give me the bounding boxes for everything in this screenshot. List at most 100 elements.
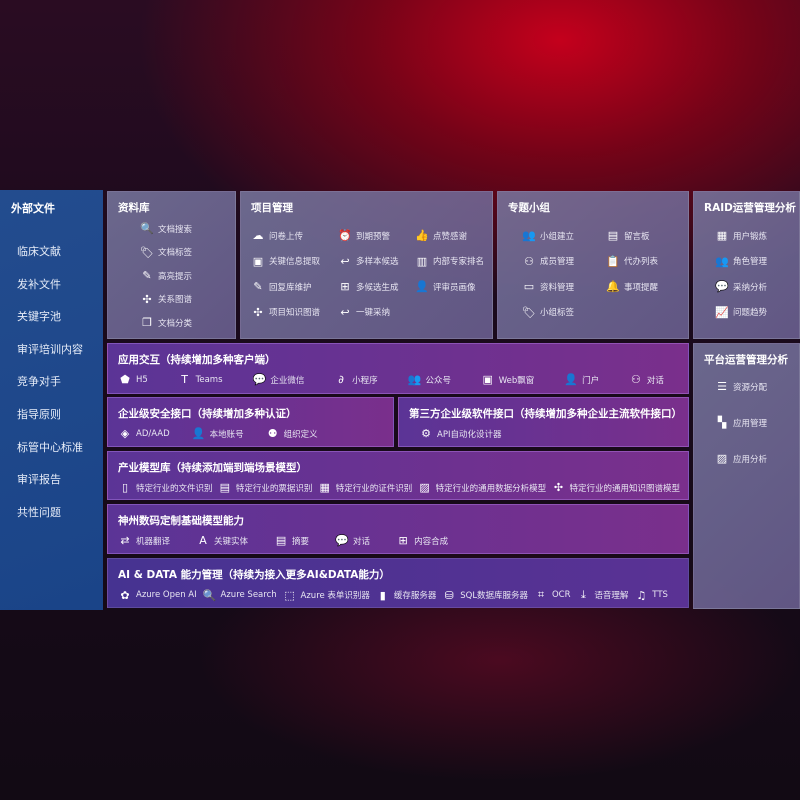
raid-item-label: 用户锻炼 xyxy=(733,231,768,242)
security-panel: 企业级安全接口（持续增加多种认证） ◈ AD/AAD 👤 本地账号 ⚉ 组织定义 xyxy=(107,397,394,447)
group-item[interactable]: 📋 代办列表 xyxy=(606,255,686,268)
ai-item-label: Azure 表单识别器 xyxy=(300,591,370,601)
app-item[interactable]: ∂ 小程序 xyxy=(334,373,377,386)
project-item[interactable]: 👤 评审员画像 xyxy=(415,280,495,293)
ranking-icon: ▥ xyxy=(416,254,428,268)
project-item[interactable]: ✣ 项目知识图谱 xyxy=(251,306,338,319)
group-item[interactable]: 👥 小组建立 xyxy=(522,229,606,242)
industry-item[interactable]: ▨ 特定行业的通用数据分析模型 xyxy=(418,481,546,494)
raid-item[interactable]: 💬 采纳分析 xyxy=(715,280,767,293)
chat-icon: 💬 xyxy=(335,534,349,547)
app-item[interactable]: 💬 企业微信 xyxy=(252,373,304,386)
project-item[interactable]: ☁ 问卷上传 xyxy=(251,229,338,242)
sidebar-item[interactable]: 标管中心标准 xyxy=(17,440,83,454)
base-item[interactable]: A 关键实体 xyxy=(196,534,248,547)
sidebar-item[interactable]: 共性问题 xyxy=(17,505,61,519)
project-item[interactable]: ⊞ 多候选生成 xyxy=(338,280,415,293)
window-icon: ▣ xyxy=(482,373,493,386)
library-item[interactable]: ❐ 文档分类 xyxy=(140,316,192,329)
users-icon: 👥 xyxy=(715,254,729,268)
raid-item-label: 采纳分析 xyxy=(733,282,768,293)
ai-item[interactable]: 🔍 Azure Search xyxy=(203,588,277,602)
app-item[interactable]: 👥 公众号 xyxy=(407,373,451,386)
base-item[interactable]: 💬 对话 xyxy=(335,534,370,547)
project-item[interactable]: ↩ 一键采纳 xyxy=(338,306,415,319)
local-account-icon: 👤 xyxy=(191,427,206,440)
ocr-icon: ⌗ xyxy=(537,588,545,601)
industry-item-label: 特定行业的票据识别 xyxy=(235,483,313,494)
users-icon: 👥 xyxy=(407,373,422,386)
project-item[interactable]: ⏰ 到期预警 xyxy=(338,229,415,242)
cache-icon: ▮ xyxy=(379,588,386,602)
clipboard-icon: 📋 xyxy=(606,254,620,268)
app-item[interactable]: ⬟ H5 xyxy=(118,373,148,386)
ai-item[interactable]: ⬚ Azure 表单识别器 xyxy=(283,588,370,602)
industry-item[interactable]: ✣ 特定行业的通用知识图谱模型 xyxy=(551,481,680,494)
base-item[interactable]: ⇄ 机器翻译 xyxy=(118,534,170,547)
platform-item[interactable]: ▚ 应用管理 xyxy=(715,416,767,429)
security-item[interactable]: ⚉ 组织定义 xyxy=(266,427,318,440)
project-item-label: 项目知识图谱 xyxy=(269,308,321,318)
group-item[interactable]: ▭ 资料管理 xyxy=(522,280,606,293)
platform-item[interactable]: ▨ 应用分析 xyxy=(715,452,767,465)
sidebar-item[interactable]: 发补文件 xyxy=(17,277,61,291)
thirdparty-item[interactable]: ⚙ API自动化设计器 xyxy=(419,427,501,440)
library-item[interactable]: ✎ 高亮提示 xyxy=(140,269,192,282)
ai-item[interactable]: ▮ 缓存服务器 xyxy=(376,588,437,602)
security-item-label: 组织定义 xyxy=(283,429,318,440)
project-item-label: 问卷上传 xyxy=(269,231,304,242)
project-management-title: 项目管理 xyxy=(251,202,293,214)
ai-item[interactable]: ⛁ SQL数据库服务器 xyxy=(442,588,528,602)
translate-icon: ⇄ xyxy=(120,534,130,547)
industry-item[interactable]: ▯ 特定行业的文件识别 xyxy=(118,481,213,494)
sidebar-item[interactable]: 审评报告 xyxy=(17,473,61,487)
library-item-label: 高亮提示 xyxy=(158,271,193,282)
industry-item-label: 特定行业的证件识别 xyxy=(335,483,413,494)
users-icon: 👥 xyxy=(522,229,536,242)
base-item[interactable]: ▤ 摘要 xyxy=(274,534,309,547)
library-item[interactable]: ✣ 关系图谱 xyxy=(140,293,192,306)
industry-item[interactable]: ▦ 特定行业的证件识别 xyxy=(318,481,413,494)
raid-item[interactable]: 📈 问题趋势 xyxy=(715,306,767,319)
graph-icon: ✣ xyxy=(142,292,152,306)
group-item[interactable]: 🏷 小组标签 xyxy=(522,306,606,319)
project-item[interactable]: ↩ 多样本候选 xyxy=(338,255,415,268)
org-icon: ⚉ xyxy=(267,427,278,440)
library-item[interactable]: 🏷 文档标签 xyxy=(140,246,192,259)
app-item[interactable]: 👤 门户 xyxy=(564,373,599,386)
app-item-label: H5 xyxy=(136,374,148,385)
group-item[interactable]: ⚇ 成员管理 xyxy=(522,255,606,268)
app-item[interactable]: ⚇ 对话 xyxy=(629,373,664,386)
ai-item-label: Azure Open AI xyxy=(136,590,197,600)
group-item[interactable]: 🔔 事项提醒 xyxy=(606,280,686,293)
library-item[interactable]: 🔍 文档搜索 xyxy=(140,222,192,235)
sidebar-item[interactable]: 竞争对手 xyxy=(17,375,61,389)
sidebar-item[interactable]: 审评培训内容 xyxy=(17,342,83,356)
security-item[interactable]: 👤 本地账号 xyxy=(192,427,244,440)
ai-item[interactable]: ♫ TTS xyxy=(634,588,668,602)
industry-item[interactable]: ▤ 特定行业的票据识别 xyxy=(218,481,313,494)
app-item[interactable]: ▣ Web飘窗 xyxy=(481,373,535,386)
ai-item[interactable]: ⤓ 语音理解 xyxy=(576,588,628,602)
ai-item[interactable]: ✿ Azure Open AI xyxy=(118,588,197,602)
project-item[interactable]: ▥ 内部专家排名 xyxy=(415,255,495,268)
group-item[interactable]: ▤ 留言板 xyxy=(606,229,686,242)
project-item[interactable]: 👍 点赞感谢 xyxy=(415,229,495,242)
topic-group-title: 专题小组 xyxy=(508,202,550,214)
tag-icon: 🏷 xyxy=(522,305,536,319)
platform-item[interactable]: ☰ 资源分配 xyxy=(715,380,767,393)
sidebar-item[interactable]: 指导原则 xyxy=(17,407,61,421)
base-item[interactable]: ⊞ 内容合成 xyxy=(396,534,448,547)
ai-item[interactable]: ⌗ OCR xyxy=(534,588,571,602)
sidebar-item[interactable]: 关键字池 xyxy=(17,310,61,324)
raid-item[interactable]: 👥 角色管理 xyxy=(715,255,767,268)
project-item-label: 关键信息提取 xyxy=(269,257,321,267)
app-item[interactable]: T Teams xyxy=(178,373,222,386)
sidebar-item[interactable]: 临床文献 xyxy=(17,245,61,258)
puzzle-icon: ⊞ xyxy=(398,534,408,547)
project-item[interactable]: ✎ 回复库维护 xyxy=(251,280,338,293)
raid-item[interactable]: ▦ 用户锻炼 xyxy=(715,229,767,242)
library-title: 资料库 xyxy=(118,202,150,214)
project-item[interactable]: ▣ 关键信息提取 xyxy=(251,255,338,268)
security-item[interactable]: ◈ AD/AAD xyxy=(118,427,170,440)
